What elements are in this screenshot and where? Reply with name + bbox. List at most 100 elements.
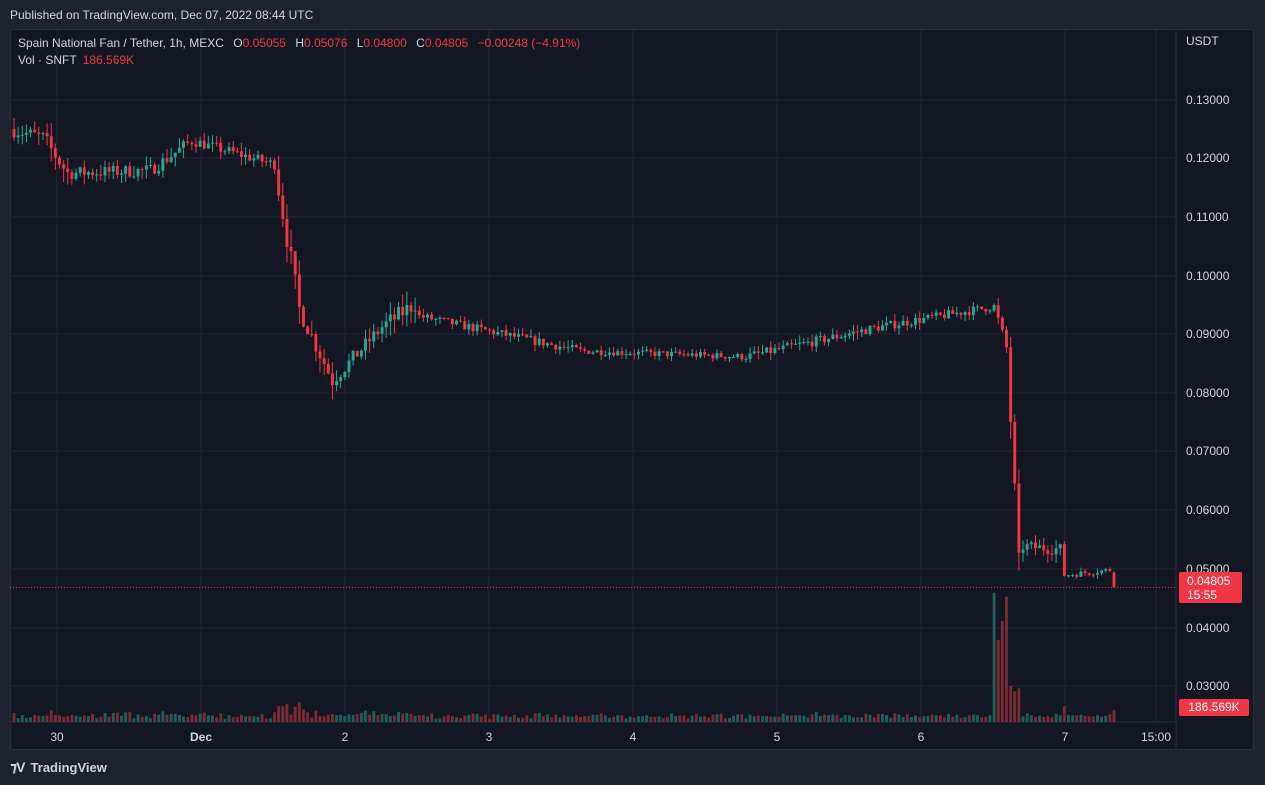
x-tick-label: 7 (1062, 730, 1069, 744)
candle-body (190, 142, 194, 145)
volume-bar (703, 716, 707, 722)
volume-bar (45, 715, 49, 722)
volume-bar (719, 713, 723, 722)
candle-body (806, 341, 810, 343)
volume-bar (558, 717, 562, 722)
candle-body (665, 351, 669, 357)
volume-label[interactable]: Vol · SNFT (18, 53, 77, 67)
volume-bar (161, 711, 165, 722)
symbol-title[interactable]: Spain National Fan / Tether, 1h, MEXC (18, 36, 224, 50)
volume-bar (1038, 715, 1042, 722)
y-tick-label: 0.11000 (1186, 210, 1229, 224)
volume-bar (537, 712, 541, 722)
candle-body (818, 335, 822, 337)
volume-bar (405, 712, 409, 722)
candle-body (463, 321, 467, 330)
candle-body (1033, 542, 1037, 549)
volume-bar (533, 713, 537, 722)
volume-bar (649, 716, 653, 722)
candle-body (264, 161, 268, 163)
volume-bar (723, 718, 727, 722)
volume-bar (1087, 716, 1091, 722)
candle-body (624, 354, 628, 356)
candle-body (537, 338, 541, 345)
volume-bar (492, 713, 496, 722)
volume-bar (885, 715, 889, 722)
candle-body (343, 371, 347, 378)
candle-body (252, 158, 256, 161)
candle-body (727, 357, 731, 359)
volume-bar (281, 706, 285, 722)
candle-body (1038, 545, 1042, 549)
candle-body (99, 174, 103, 176)
candle-body (136, 169, 140, 177)
candle-body (107, 167, 111, 172)
volume-bar (1071, 715, 1075, 722)
volume-bar (682, 715, 686, 722)
candle-body (1013, 422, 1017, 484)
volume-bar (943, 717, 946, 722)
candle-body (492, 330, 496, 335)
volume-bar (24, 717, 28, 722)
volume-bar (574, 715, 578, 722)
volume-bar (297, 702, 301, 722)
candle-body (438, 317, 442, 319)
volume-bar (798, 715, 802, 722)
candle-body (661, 351, 665, 353)
volume-bar (190, 714, 194, 722)
ohlc-row: Spain National Fan / Tether, 1h, MEXC O0… (18, 35, 580, 52)
tradingview-logo[interactable]: ⁊V TradingView (10, 759, 107, 776)
candle-body (66, 168, 70, 173)
candle-body (740, 354, 744, 360)
candle-body (467, 324, 471, 330)
candle-body (918, 318, 922, 323)
candle-body (988, 310, 992, 312)
volume-bar (82, 715, 86, 722)
volume-bar (707, 717, 711, 722)
candle-body (670, 351, 673, 357)
candle-body (161, 158, 165, 171)
volume-bar (880, 714, 884, 722)
volume-bar (967, 715, 971, 722)
candle-body (206, 143, 210, 149)
volume-bar (889, 717, 893, 722)
y-tick-label: 0.06000 (1186, 503, 1230, 517)
candle-body (562, 346, 566, 348)
volume-bar (99, 716, 103, 722)
x-tick-label: Dec (190, 730, 212, 744)
candle-body (260, 154, 264, 162)
volume-bar (914, 715, 917, 722)
volume-bar (211, 715, 214, 722)
candle-body (1009, 347, 1013, 423)
candle-body (835, 334, 839, 339)
volume-bar (256, 716, 260, 722)
volume-bar (521, 717, 525, 722)
candle-body (173, 152, 177, 158)
volume-bar (322, 716, 326, 722)
volume-bar (91, 713, 95, 722)
candle-body (347, 360, 351, 372)
candle-body (798, 342, 802, 344)
volume-bar (595, 714, 599, 722)
candle-body (893, 320, 897, 329)
candle-body (996, 305, 1000, 318)
volume-bar (194, 715, 198, 722)
candle-body (876, 326, 880, 331)
volume-bar (264, 718, 268, 722)
high-label: H (295, 36, 304, 50)
volume-bar (169, 713, 173, 722)
candle-body (905, 320, 909, 326)
volume-bar (955, 714, 959, 722)
candle-body (616, 351, 620, 356)
volume-bar (864, 713, 868, 722)
volume-bar (1067, 714, 1070, 722)
candle-body (82, 167, 86, 175)
volume-bar (616, 715, 620, 722)
volume-bar (744, 718, 748, 722)
volume-bar (876, 713, 880, 722)
volume-bar (314, 710, 318, 722)
candle-body (914, 318, 917, 325)
candle-body (479, 324, 483, 328)
volume-bar (645, 715, 649, 722)
